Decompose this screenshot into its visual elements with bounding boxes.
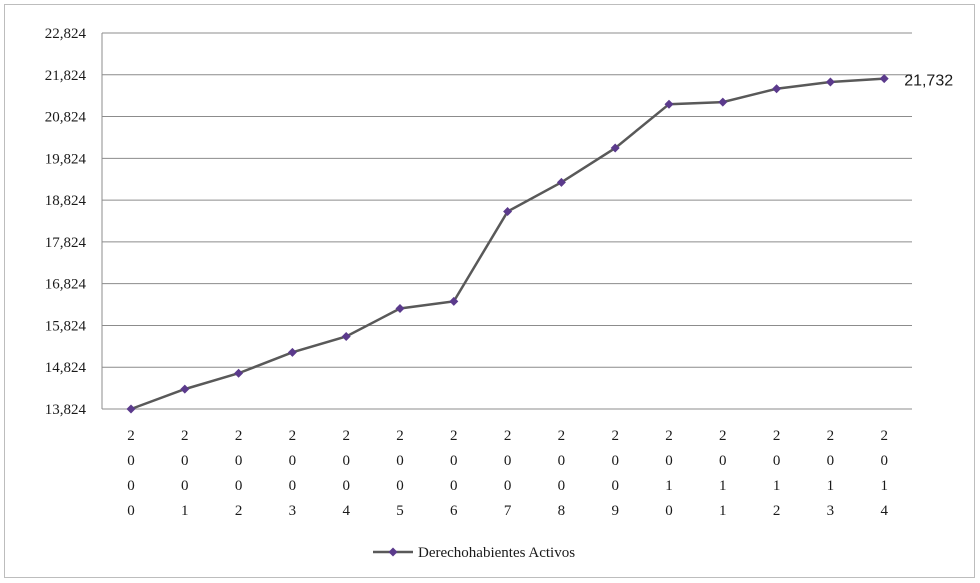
data-point xyxy=(180,384,190,394)
chart-frame xyxy=(4,4,975,578)
data-point xyxy=(772,84,782,94)
data-point xyxy=(718,97,728,107)
data-point xyxy=(287,347,297,357)
y-tick-label: 17,824 xyxy=(45,235,87,251)
data-point xyxy=(449,296,459,306)
gridlines xyxy=(102,32,912,410)
data-labels: 21,732 xyxy=(904,73,953,90)
data-point xyxy=(556,177,566,187)
y-tick-label: 16,824 xyxy=(45,277,87,293)
data-point xyxy=(341,331,351,341)
series-layer xyxy=(126,74,889,414)
data-point xyxy=(664,99,674,109)
legend-marker xyxy=(388,547,398,557)
y-tick-label: 18,824 xyxy=(45,193,87,209)
y-tick-label: 13,824 xyxy=(45,402,87,418)
legend: Derechohabientes Activos xyxy=(373,545,575,561)
data-point xyxy=(234,368,244,378)
data-point xyxy=(825,77,835,87)
data-point xyxy=(610,143,620,153)
y-tick-label: 19,824 xyxy=(45,151,87,167)
data-point xyxy=(879,74,889,84)
x-axis: 2 0 0 0 2 0 0 1 2 0 0 2 2 0 0 3 2 0 0 4 2 0 0 5 2 0 0 6 2 0 0 7 2 0 0 8 2 0 0 9… xyxy=(127,428,888,519)
legend-label: Derechohabientes Activos xyxy=(418,545,575,561)
y-axis: 13,824 14,824 15,824 16,824 17,824 18,824 19,8… xyxy=(45,26,103,418)
data-label: 21,732 xyxy=(904,73,953,90)
y-tick-label: 15,824 xyxy=(45,318,87,334)
data-point xyxy=(126,404,136,414)
data-point xyxy=(395,303,405,313)
y-tick-label: 20,824 xyxy=(45,110,87,126)
data-point xyxy=(503,207,513,217)
y-tick-label: 21,824 xyxy=(45,68,87,84)
y-tick-label: 14,824 xyxy=(45,360,87,376)
y-tick-label: 22,824 xyxy=(45,26,87,42)
series-line xyxy=(130,77,885,411)
